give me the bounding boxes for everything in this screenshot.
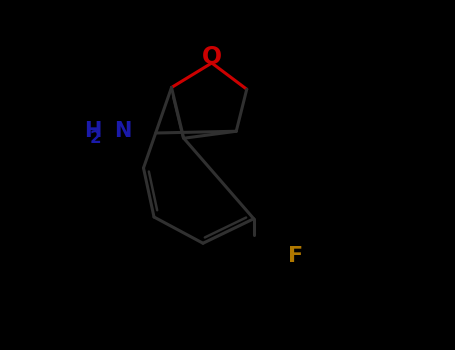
Text: 2: 2 (90, 129, 101, 147)
Text: H: H (84, 121, 101, 141)
Text: O: O (202, 45, 222, 69)
Text: F: F (288, 245, 303, 266)
Text: N: N (114, 121, 131, 141)
